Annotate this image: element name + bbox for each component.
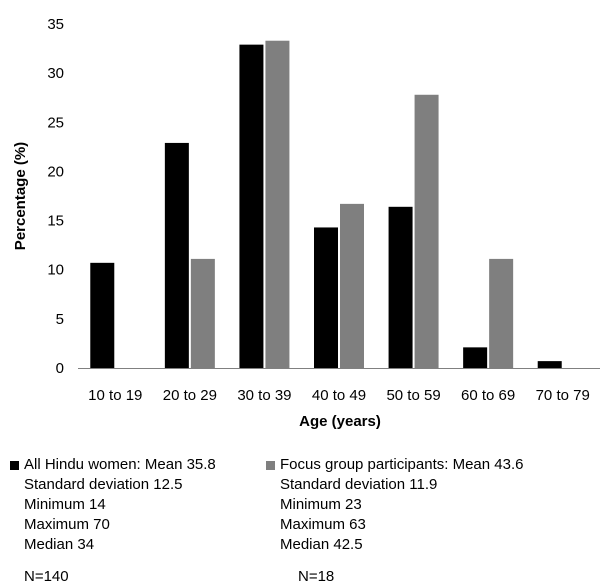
legend-swatch-black [10, 460, 19, 470]
x-tick-label: 30 to 39 [237, 387, 291, 404]
x-axis-ticks: 10 to 19 20 to 29 30 to 39 40 to 49 50 to 59… [88, 387, 590, 404]
legend-focus-group: Focus group participants: Mean 43.6 Stan… [266, 455, 523, 555]
bar-all-hindu-women [239, 44, 264, 368]
bar-focus-group [340, 203, 364, 368]
stat-sd-focus: Standard deviation 11.9 [280, 476, 438, 493]
x-tick-label: 50 to 59 [386, 387, 440, 404]
bar-focus-group [190, 258, 215, 368]
stat-median-all: Median 34 [24, 536, 95, 553]
x-tick-label: 20 to 29 [163, 387, 217, 404]
y-tick-label: 30 [47, 65, 64, 82]
y-axis-title: Percentage (%) [12, 142, 29, 250]
bar-all-hindu-women [90, 262, 115, 368]
x-tick-label: 70 to 79 [536, 387, 590, 404]
y-tick-label: 0 [56, 360, 64, 377]
y-tick-label: 10 [47, 262, 64, 279]
bar-all-hindu-women [537, 361, 562, 368]
bar-focus-group [414, 94, 439, 368]
bar-all-hindu-women [314, 227, 338, 368]
legend-swatch-gray [266, 460, 275, 470]
x-tick-label: 60 to 69 [461, 387, 515, 404]
legend-label-all-hindu-women: All Hindu women: Mean 35.8 [24, 456, 216, 473]
stat-max-all: Maximum 70 [24, 516, 110, 533]
bar-chart: 0 5 10 15 20 25 30 35 10 to 19 20 to 29 30 to 39 4… [12, 16, 600, 430]
n-all-hindu-women: N=140 [24, 568, 69, 585]
stat-min-all: Minimum 14 [24, 496, 106, 513]
y-tick-label: 25 [47, 114, 64, 131]
stat-min-focus: Minimum 23 [280, 496, 362, 513]
y-tick-label: 5 [56, 311, 64, 328]
bar-focus-group [489, 258, 514, 368]
y-tick-label: 15 [47, 213, 64, 230]
n-focus-group: N=18 [298, 568, 335, 585]
bar-all-hindu-women [388, 206, 413, 368]
legend-all-hindu-women: All Hindu women: Mean 35.8 Standard devi… [10, 455, 216, 555]
stat-max-focus: Maximum 63 [280, 516, 366, 533]
y-axis-ticks: 0 5 10 15 20 25 30 35 [47, 16, 64, 377]
x-axis-title: Age (years) [299, 413, 381, 430]
legend-label-focus-group: Focus group participants: Mean 43.6 [280, 456, 524, 473]
y-tick-label: 20 [47, 163, 64, 180]
bar-focus-group [265, 40, 290, 369]
x-tick-label: 10 to 19 [88, 387, 142, 404]
x-tick-label: 40 to 49 [312, 387, 366, 404]
y-tick-label: 35 [47, 16, 64, 33]
stat-sd-all: Standard deviation 12.5 [24, 476, 183, 493]
bars [90, 40, 562, 369]
bar-all-hindu-women [463, 347, 488, 368]
stat-median-focus: Median 42.5 [280, 536, 363, 553]
bar-all-hindu-women [164, 142, 189, 368]
